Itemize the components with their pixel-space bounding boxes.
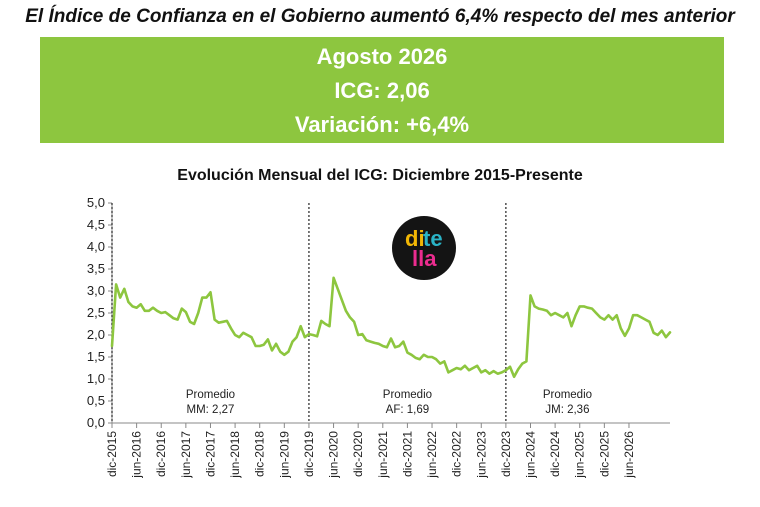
icg-series-line [110,276,672,379]
y-tick-labels: 0,0 0,5 1,0 1,5 2,0 2,5 3,0 3,5 4,0 4,5 5,0 [87,195,112,430]
x-tick-label: jun-2022 [425,431,439,479]
logo-text-di: di [405,226,425,251]
y-tick-label: 0,5 [87,393,105,408]
annotation-value: AF: 1,69 [386,404,429,416]
banner-variation: Variación: +6,4% [294,112,470,137]
chart-title: Evolución Mensual del ICG: Diciembre 201… [177,167,583,184]
series [110,276,672,379]
y-tick-label: 3,0 [87,283,105,298]
x-tick-label: jun-2023 [474,431,488,479]
x-tick-label: jun-2024 [524,431,538,479]
y-tick-label: 4,0 [87,239,105,254]
x-tick-label: dic-2020 [351,431,365,477]
ditella-logo: di te lla [392,216,456,280]
period-dividers [111,203,507,423]
x-tick-label: jun-2021 [376,431,390,479]
y-tick-label: 1,5 [87,349,105,364]
banner-icg-value: ICG: 2,06 [334,78,430,103]
summary-banner: Agosto 2026 ICG: 2,06 Variación: +6,4% [40,37,724,143]
x-tick-label: dic-2025 [597,431,611,477]
x-tick-label: jun-2020 [327,431,341,479]
y-tick-label: 0,0 [87,415,105,430]
annotation-value: JM: 2,36 [545,404,589,416]
period-annotations: Promedio MM: 2,27 Promedio AF: 1,69 Promedio… [186,389,592,416]
logo-text-te: te [423,226,443,251]
x-tick-label: dic-2023 [499,431,513,477]
x-tick-label: jun-2026 [622,431,636,479]
x-tick-label: jun-2025 [573,431,587,479]
x-tick-label: dic-2019 [302,431,316,477]
x-tick-label: jun-2019 [277,431,291,479]
x-tick-label: dic-2018 [253,431,267,477]
x-tick-label: jun-2018 [228,431,242,479]
x-tick-label: jun-2016 [130,431,144,479]
x-tick-label: jun-2017 [179,431,193,479]
banner-period: Agosto 2026 [316,44,448,69]
y-tick-label: 2,0 [87,327,105,342]
y-tick-label: 5,0 [87,195,105,210]
x-tick-labels: dic-2015 jun-2016 dic-2016 jun-2017 dic-2017… [105,423,636,479]
logo-text-lla: lla [412,246,437,271]
x-tick-label: dic-2017 [203,431,217,477]
headline: El Índice de Confianza en el Gobierno au… [25,6,735,27]
x-tick-label: dic-2021 [400,431,414,477]
annotation-label: Promedio [543,389,592,401]
y-tick-label: 1,0 [87,371,105,386]
y-tick-label: 3,5 [87,261,105,276]
y-tick-label: 4,5 [87,217,105,232]
annotation-label: Promedio [186,389,235,401]
annotation-label: Promedio [383,389,432,401]
x-tick-label: dic-2022 [450,431,464,477]
x-tick-label: dic-2024 [548,431,562,477]
x-tick-label: dic-2016 [154,431,168,477]
x-tick-label: dic-2015 [105,431,119,477]
annotation-value: MM: 2,27 [187,404,235,416]
y-tick-label: 2,5 [87,305,105,320]
